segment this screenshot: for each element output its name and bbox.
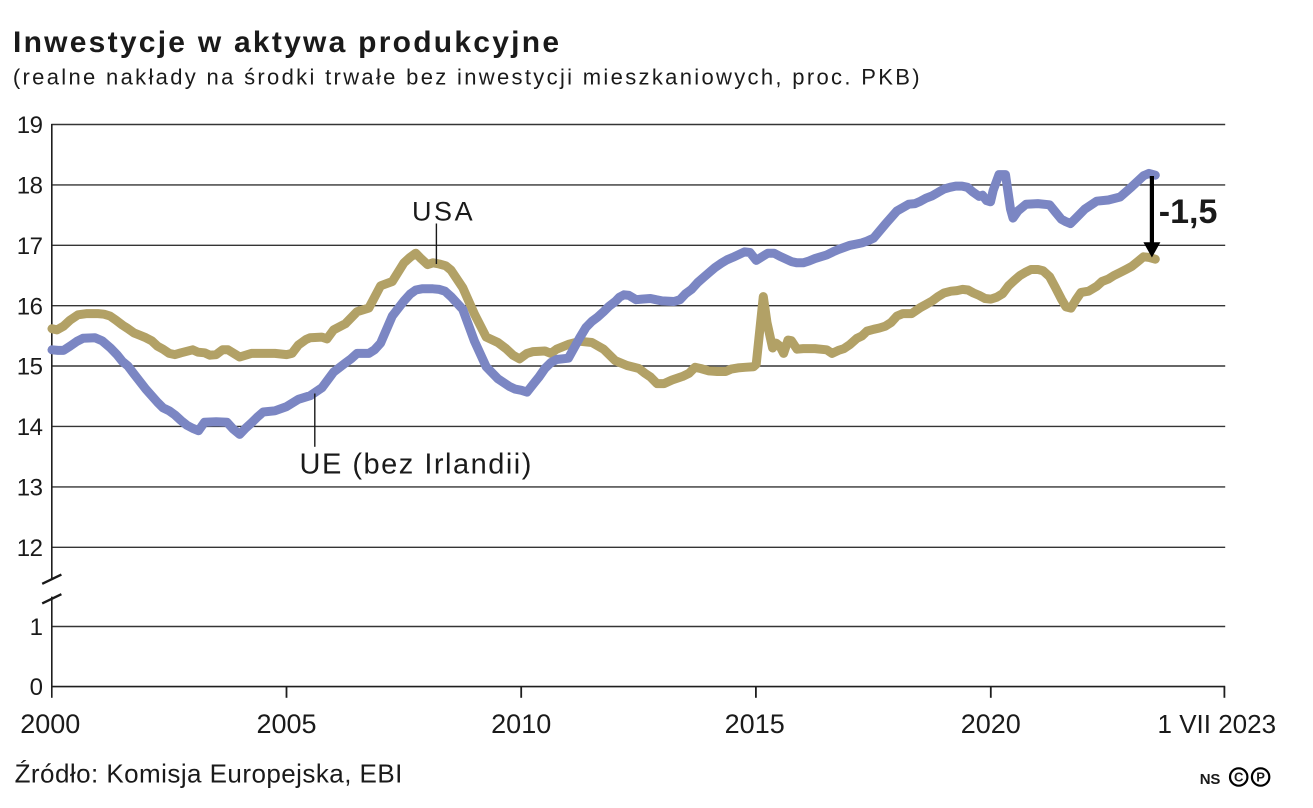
svg-text:12: 12 [17,535,43,562]
svg-text:16: 16 [17,293,43,320]
svg-text:18: 18 [17,173,43,200]
svg-text:2005: 2005 [256,709,316,739]
svg-text:(realne nakłady na środki trwa: (realne nakłady na środki trwałe bez inw… [13,64,922,89]
svg-text:NS: NS [1200,771,1221,788]
svg-text:14: 14 [17,414,43,441]
svg-text:2020: 2020 [961,709,1021,739]
svg-text:0: 0 [30,674,43,701]
svg-text:1: 1 [30,614,43,641]
svg-text:UE (bez Irlandii): UE (bez Irlandii) [300,449,533,481]
svg-text:USA: USA [412,197,475,227]
svg-text:2000: 2000 [20,709,80,739]
svg-text:13: 13 [17,475,43,502]
svg-text:-1,5: -1,5 [1159,193,1218,231]
svg-text:Źródło: Komisja Europejska, EB: Źródło: Komisja Europejska, EBI [15,759,403,789]
svg-text:19: 19 [17,112,43,139]
svg-text:P: P [1256,770,1265,785]
svg-text:2010: 2010 [491,709,551,739]
svg-text:15: 15 [17,354,43,381]
svg-text:17: 17 [17,233,43,260]
svg-text:Inwestycje w aktywa produkcyjn: Inwestycje w aktywa produkcyjne [13,26,561,59]
svg-text:C: C [1234,770,1244,785]
svg-text:1 VII 2023: 1 VII 2023 [1158,709,1277,739]
svg-text:2015: 2015 [725,709,785,739]
